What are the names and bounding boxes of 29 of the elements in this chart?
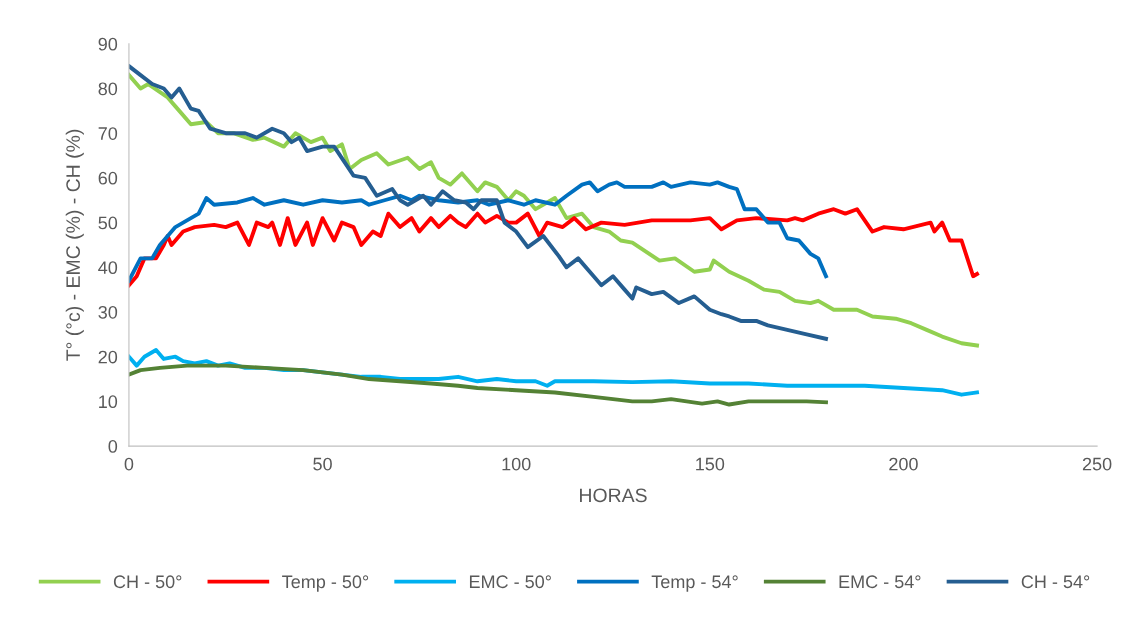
y-tick-label: 10 xyxy=(99,395,118,409)
y-tick-label: 20 xyxy=(98,350,118,364)
y-tick-label: 50 xyxy=(98,216,118,230)
line-series xyxy=(128,207,979,288)
legend-label: EMC - 54° xyxy=(839,575,921,589)
x-tick-label: 150 xyxy=(696,457,725,471)
legend-label: CH - 50° xyxy=(113,575,182,589)
y-tick-label: 90 xyxy=(98,37,118,51)
x-tick-label: 250 xyxy=(1082,457,1112,471)
legend-label: CH - 54° xyxy=(1021,575,1090,589)
x-tick-label: 200 xyxy=(889,457,918,471)
y-tick-label: 60 xyxy=(98,171,118,185)
legend-label: Temp - 50° xyxy=(282,575,369,592)
line-series xyxy=(128,64,828,341)
line-series xyxy=(128,363,828,407)
legend-label: EMC - 50° xyxy=(469,575,551,589)
y-tick-label: 30 xyxy=(98,305,118,319)
x-tick-label: 0 xyxy=(124,457,134,471)
y-tick-label: 40 xyxy=(98,261,118,275)
line-series xyxy=(128,73,979,348)
x-axis-title: HORAS xyxy=(580,488,647,503)
line-series xyxy=(128,180,828,283)
y-tick-label: 70 xyxy=(98,127,118,140)
x-tick-label: 100 xyxy=(502,457,531,471)
y-tick-label: 80 xyxy=(98,82,118,96)
y-tick-label: 0 xyxy=(108,440,118,453)
legend-label: Temp - 54° xyxy=(651,575,738,592)
y-axis-title: T° (°c) - EMC (%) - CH (%) xyxy=(65,129,84,361)
x-tick-label: 50 xyxy=(313,457,332,471)
